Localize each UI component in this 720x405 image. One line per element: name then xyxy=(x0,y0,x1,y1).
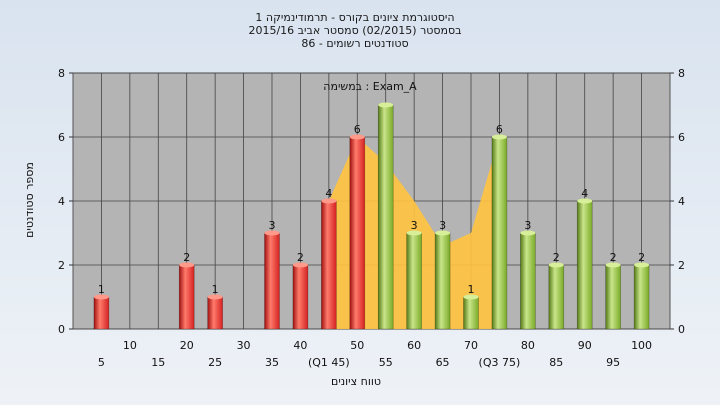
bar-value-label: 3 xyxy=(439,219,446,232)
bar xyxy=(434,232,451,330)
x-tick-label: (Q3 75) xyxy=(479,356,521,369)
x-tick-label: 80 xyxy=(521,339,535,352)
bar xyxy=(377,104,394,330)
bar-top xyxy=(491,134,507,140)
x-tick-label: 95 xyxy=(606,356,620,369)
bar xyxy=(520,232,536,330)
x-tick-label: 20 xyxy=(180,339,194,352)
x-tick-label: 10 xyxy=(123,339,137,352)
bar-top xyxy=(93,294,109,300)
x-tick-label: 35 xyxy=(265,356,279,369)
bar-value-label: 2 xyxy=(638,251,645,264)
x-tick-label: 70 xyxy=(464,339,478,352)
bar xyxy=(548,264,565,330)
bar-value-label: 3 xyxy=(524,219,531,232)
bar-top xyxy=(292,262,308,268)
y-tick-label-left: 6 xyxy=(58,131,65,144)
x-tick-label: 15 xyxy=(151,356,165,369)
x-tick-label: 100 xyxy=(631,339,652,352)
x-tick-label: 40 xyxy=(293,339,307,352)
bar-value-label: 2 xyxy=(297,251,304,264)
bar-value-label: 3 xyxy=(269,219,276,232)
bar-top xyxy=(264,230,280,236)
bar xyxy=(349,136,366,330)
bar xyxy=(292,264,309,330)
x-tick-label: (Q1 45) xyxy=(308,356,350,369)
y-axis-title: מספר סטודנטים xyxy=(23,162,36,238)
bar-top xyxy=(207,294,223,300)
x-tick-label: 60 xyxy=(407,339,421,352)
bar-top xyxy=(179,262,195,268)
chart-title-line-3: סטודנטים רשומים - 86 xyxy=(301,37,408,50)
x-axis-title: טווח ציונים xyxy=(331,375,381,388)
y-tick-label-left: 0 xyxy=(58,323,65,336)
y-tick-label-right: 4 xyxy=(678,195,685,208)
bar-top xyxy=(463,294,479,300)
bar xyxy=(576,200,593,330)
x-tick-label: 90 xyxy=(578,339,592,352)
x-tick-label: 30 xyxy=(237,339,251,352)
bar-value-label: 3 xyxy=(411,219,418,232)
bar-top xyxy=(349,134,365,140)
bar-top xyxy=(520,230,536,236)
bar-value-label: 6 xyxy=(496,123,503,136)
y-tick-label-left: 8 xyxy=(58,67,65,80)
bar-top xyxy=(548,262,564,268)
y-tick-label-left: 2 xyxy=(58,259,65,272)
bar-value-label: 4 xyxy=(325,187,332,200)
bar-top xyxy=(605,262,621,268)
bar-top xyxy=(634,262,650,268)
y-tick-label-left: 4 xyxy=(58,195,65,208)
bar-top xyxy=(378,102,394,108)
bar-top xyxy=(406,230,422,236)
chart-title-line-1: היסטוגרמת ציונים בקורס - תרמודינמיקה 1 xyxy=(255,11,454,24)
bar xyxy=(207,296,223,330)
bar xyxy=(605,264,621,330)
bar-value-label: 6 xyxy=(354,123,361,136)
bar-top xyxy=(577,198,593,204)
x-tick-label: 5 xyxy=(98,356,105,369)
bar-value-label: 1 xyxy=(468,283,475,296)
bar xyxy=(406,232,422,330)
bar xyxy=(633,264,650,330)
bar-value-label: 2 xyxy=(610,251,617,264)
bar-value-label: 2 xyxy=(183,251,190,264)
bar xyxy=(93,296,110,330)
y-tick-label-right: 2 xyxy=(678,259,685,272)
x-tick-label: 50 xyxy=(350,339,364,352)
exam-annotation: במשימה : Exam_A xyxy=(323,80,417,93)
chart-title-line-2: בסמסטר (02/2015) סמסטר אביב 2015/16 xyxy=(248,24,461,37)
bar xyxy=(463,296,479,330)
y-tick-label-right: 0 xyxy=(678,323,685,336)
bar-top xyxy=(321,198,337,204)
x-tick-label: 55 xyxy=(379,356,393,369)
y-tick-label-right: 6 xyxy=(678,131,685,144)
bar xyxy=(178,264,195,330)
bar-top xyxy=(435,230,451,236)
x-tick-label: 85 xyxy=(549,356,563,369)
bar-value-label: 1 xyxy=(212,283,219,296)
bar xyxy=(491,136,508,330)
x-tick-label: 25 xyxy=(208,356,222,369)
y-tick-label-right: 8 xyxy=(678,67,685,80)
bar-value-label: 1 xyxy=(98,283,105,296)
x-tick-label: 65 xyxy=(436,356,450,369)
bar-value-label: 2 xyxy=(553,251,560,264)
bar xyxy=(264,232,280,330)
bar xyxy=(321,200,337,330)
bar-value-label: 4 xyxy=(581,187,588,200)
